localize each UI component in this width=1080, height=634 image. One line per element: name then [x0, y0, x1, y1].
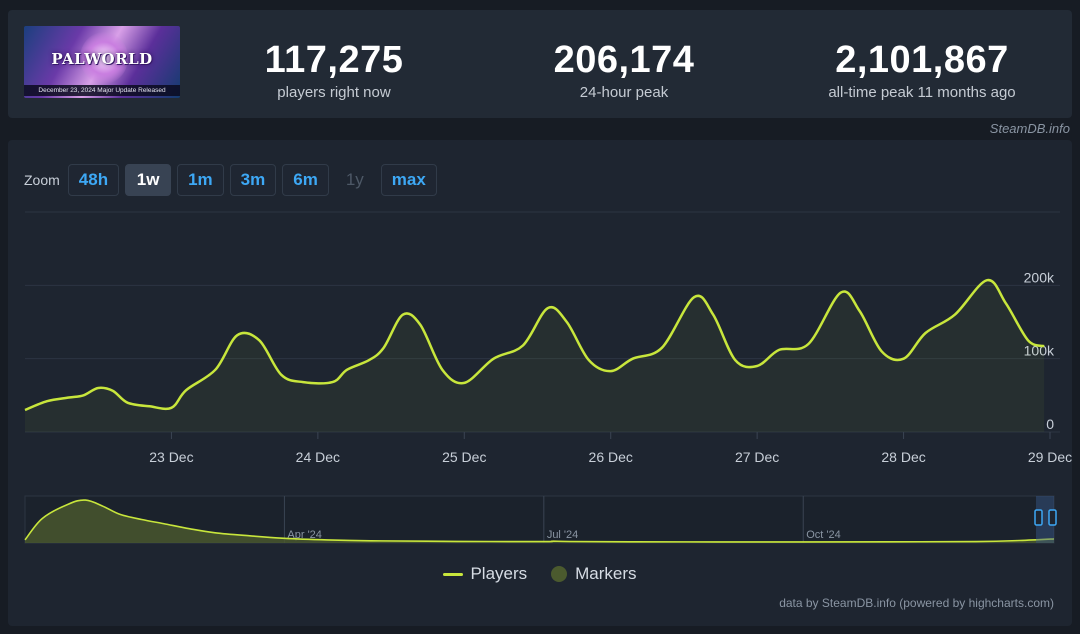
- stats-panel: PALWORLD December 23, 2024 Major Update …: [8, 10, 1072, 118]
- players-line-icon: [443, 572, 464, 576]
- zoom-6m-button[interactable]: 6m: [282, 164, 329, 196]
- zoom-48h-button[interactable]: 48h: [67, 164, 120, 196]
- stat-label: players right now: [277, 84, 391, 101]
- stat-label: 24-hour peak: [579, 84, 669, 101]
- player-count-chart: 23 Dec 24 Dec 25 Dec 26 Dec 27 Dec 28 Dec 29 D…: [24, 211, 1072, 544]
- chart-legend: Players Markers: [8, 564, 1072, 584]
- banner-artwork: [80, 32, 128, 84]
- legend-markers-label: Markers: [575, 564, 637, 583]
- zoom-1m-button[interactable]: 1m: [177, 164, 224, 196]
- navigator-handle[interactable]: [1034, 509, 1043, 526]
- y-tick-label: 100k: [1024, 343, 1055, 359]
- highcharts-credit[interactable]: data by SteamDB.info (powered by highcha…: [779, 596, 1054, 610]
- game-banner[interactable]: PALWORLD December 23, 2024 Major Update …: [24, 26, 180, 98]
- zoom-1w-button[interactable]: 1w: [125, 164, 172, 196]
- x-tick-label: 24 Dec: [296, 449, 340, 465]
- navigator-label: Jul '24: [547, 529, 578, 541]
- zoom-max-button[interactable]: max: [380, 164, 437, 196]
- stat-value: 117,275: [264, 39, 404, 81]
- steamdb-credit[interactable]: SteamDB.info: [989, 121, 1070, 136]
- stat-all-time-peak: 2,101,867 all-time peak 11 months ago: [794, 38, 1050, 101]
- zoom-1y-button: 1y: [345, 170, 364, 189]
- players-area: [25, 280, 1045, 432]
- navigator-selection[interactable]: [1036, 496, 1054, 543]
- stat-label: all-time peak 11 months ago: [828, 84, 1016, 101]
- x-tick-label: 29 Dec: [1028, 449, 1072, 465]
- x-tick-label: 26 Dec: [589, 449, 633, 465]
- x-tick-label: 27 Dec: [735, 449, 779, 465]
- legend-markers[interactable]: Markers: [551, 564, 637, 584]
- stat-players-now: 117,275 players right now: [236, 38, 432, 101]
- stat-value: 206,174: [553, 39, 695, 81]
- banner-caption: December 23, 2024 Major Update Released: [24, 85, 180, 96]
- stat-24h-peak: 206,174 24-hour peak: [526, 38, 722, 101]
- navigator-series-line: [24, 499, 1055, 543]
- navigator-area: [25, 500, 1054, 543]
- y-tick-label: 200k: [1024, 269, 1055, 285]
- zoom-bar: Zoom 48h 1w 1m 3m 6m 1y max: [24, 164, 443, 196]
- players-series-line: [24, 278, 1045, 412]
- markers-dot-icon: [551, 566, 568, 582]
- x-tick-label: 23 Dec: [149, 449, 193, 465]
- game-logo: PALWORLD: [51, 50, 153, 68]
- chart-panel: 23 Dec 24 Dec 25 Dec 26 Dec 27 Dec 28 Dec 29 D…: [8, 140, 1072, 626]
- navigator-handle[interactable]: [1048, 509, 1057, 526]
- navigator-label: Apr '24: [287, 529, 322, 541]
- zoom-label: Zoom: [24, 172, 60, 188]
- x-tick-label: 28 Dec: [881, 449, 925, 465]
- stat-value: 2,101,867: [835, 39, 1009, 81]
- x-tick-label: 25 Dec: [442, 449, 486, 465]
- legend-players-label: Players: [470, 564, 528, 583]
- zoom-3m-button[interactable]: 3m: [229, 164, 277, 196]
- navigator-label: Oct '24: [806, 529, 841, 541]
- legend-players[interactable]: Players: [443, 564, 527, 584]
- y-tick-label: 0: [1046, 416, 1054, 432]
